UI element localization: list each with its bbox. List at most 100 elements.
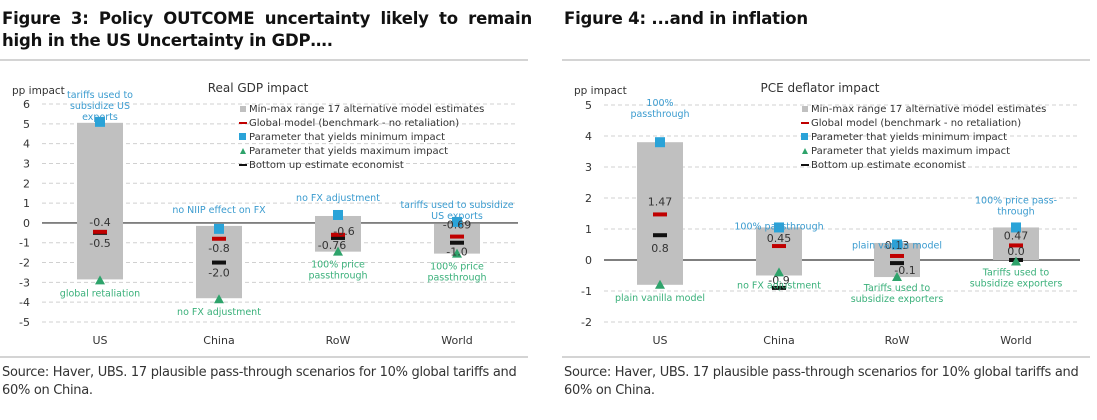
y-tick-label: 4 <box>585 130 592 143</box>
x-tick-label: China <box>763 334 794 347</box>
y-tick-label: 3 <box>23 157 30 170</box>
y-tick-label: 2 <box>23 177 30 190</box>
title-divider <box>0 59 528 61</box>
y-axis-label: pp impact <box>574 85 627 97</box>
global-model-marker <box>331 232 345 237</box>
real-gdp-chart: pp impact Real GDP impact 6 5 4 3 2 1 0 -1 -2 -3 -4 -… <box>12 81 518 347</box>
global-model-label: -0.8 <box>208 242 229 255</box>
max-param-annotation: subsidize exporters <box>851 294 944 305</box>
global-model-marker <box>93 229 107 234</box>
min-param-annotation: passthrough <box>630 109 689 120</box>
bottom-up-label: -0.9 <box>768 274 789 287</box>
bottom-up-marker <box>331 235 345 240</box>
legend-global-swatch <box>239 122 247 124</box>
min-param-annotation: no FX adjustment <box>296 193 380 204</box>
y-tick-label: -1 <box>19 237 30 250</box>
legend-bottom-swatch <box>239 164 247 166</box>
max-param-annotation: global retaliation <box>60 288 140 299</box>
global-model-label: 1.47 <box>648 195 673 208</box>
max-param-marker <box>452 248 462 258</box>
bottom-up-label: -0.76 <box>318 239 346 252</box>
figure-4-source: Source: Haver, UBS. 17 plausible pass-th… <box>564 365 1079 398</box>
max-param-marker <box>333 246 343 256</box>
figure-3-title: Figure 3: Policy OUTCOME uncertainty lik… <box>2 9 532 50</box>
figure-4-panel: Figure 4: ...and in inflation pp impact P… <box>562 0 1097 420</box>
min-param-annotation: tariffs used to subsidize <box>400 200 513 211</box>
legend-min-swatch <box>801 133 808 140</box>
min-param-marker <box>655 137 665 148</box>
min-param-marker <box>774 222 784 233</box>
y-tick-label: -2 <box>581 316 592 329</box>
y-tick-label: -1 <box>581 285 592 298</box>
min-param-annotation: through <box>997 206 1034 217</box>
y-tick-label: 0 <box>23 217 30 230</box>
global-model-label: 0.13 <box>885 239 910 252</box>
legend-label: Parameter that yields minimum impact <box>811 132 1007 143</box>
global-model-marker <box>653 212 667 217</box>
max-param-annotation: Tariffs used to <box>982 268 1050 279</box>
global-model-label: -0.4 <box>89 216 110 229</box>
y-tick-label: -3 <box>19 276 30 289</box>
chart-legend: Min-max range 17 alternative model estim… <box>801 104 1046 171</box>
y-tick-label: 4 <box>23 138 30 151</box>
max-param-annotation: passthrough <box>427 273 486 284</box>
y-tick-label: 5 <box>23 118 30 131</box>
max-param-marker <box>214 294 224 304</box>
legend-range-swatch <box>802 106 808 112</box>
bottom-up-marker <box>212 260 226 265</box>
x-tick-label: World <box>441 334 473 347</box>
pce-deflator-chart: pp impact PCE deflator impact 5 4 3 2 1 0 -1 -2 US… <box>574 81 1080 347</box>
min-param-annotation: no NIIP effect on FX <box>172 205 266 216</box>
max-param-marker <box>1011 256 1021 266</box>
min-param-annotation: subsidize US <box>70 101 130 112</box>
y-tick-label: -5 <box>19 316 30 329</box>
title-divider <box>562 59 1090 61</box>
legend-label: Bottom up estimate economist <box>249 160 404 171</box>
min-param-marker <box>333 209 343 220</box>
y-axis-label: pp impact <box>12 85 65 97</box>
legend-label: Min-max range 17 alternative model estim… <box>249 104 484 115</box>
bottom-up-label: -1.0 <box>446 246 467 259</box>
figure-3-panel: Figure 3: Policy OUTCOME uncertainty lik… <box>0 0 535 420</box>
bottom-up-label: 0.8 <box>651 242 669 255</box>
legend-range-swatch <box>240 106 246 112</box>
legend-max-swatch <box>802 148 808 154</box>
max-param-annotation: no FX adjustment <box>177 307 261 318</box>
bottom-up-label: -0.1 <box>894 264 915 277</box>
legend-min-swatch <box>239 133 246 140</box>
global-model-marker <box>450 234 464 239</box>
max-param-annotation: plain vanilla model <box>615 293 705 304</box>
max-param-marker <box>95 275 105 285</box>
legend-bottom-swatch <box>801 164 809 166</box>
max-param-annotation: 100% price <box>311 260 365 271</box>
global-model-marker <box>1009 243 1023 248</box>
max-param-annotation: passthrough <box>308 271 367 282</box>
figure-4-title: Figure 4: ...and in inflation <box>564 9 808 28</box>
source-divider <box>0 356 528 358</box>
min-param-marker <box>1011 222 1021 233</box>
global-model-marker <box>212 236 226 241</box>
global-model-marker <box>890 253 904 258</box>
x-tick-label: World <box>1000 334 1032 347</box>
min-param-annotation: 100% price pass- <box>975 195 1057 206</box>
x-tick-label: US <box>92 334 107 347</box>
legend-global-swatch <box>801 122 809 124</box>
x-tick-label: US <box>652 334 667 347</box>
legend-label: Min-max range 17 alternative model estim… <box>811 104 1046 115</box>
global-model-label: 0.47 <box>1004 229 1029 242</box>
bottom-up-label: -2.0 <box>208 267 229 280</box>
global-model-label: -0.69 <box>443 219 471 232</box>
max-param-marker <box>774 267 784 277</box>
max-param-marker <box>655 279 665 289</box>
bottom-up-marker <box>450 240 464 245</box>
y-tick-label: -4 <box>19 296 30 309</box>
y-tick-label: 3 <box>585 161 592 174</box>
legend-label: Bottom up estimate economist <box>811 160 966 171</box>
legend-label: Global model (benchmark - no retaliation… <box>811 118 1021 129</box>
min-param-marker <box>95 116 105 127</box>
y-tick-label: -2 <box>19 257 30 270</box>
figure-3-source: Source: Haver, UBS. 17 plausible pass-th… <box>2 365 517 398</box>
max-param-marker <box>892 272 902 282</box>
x-tick-label: RoW <box>326 334 351 347</box>
bottom-up-label: 0.0 <box>1007 245 1025 258</box>
